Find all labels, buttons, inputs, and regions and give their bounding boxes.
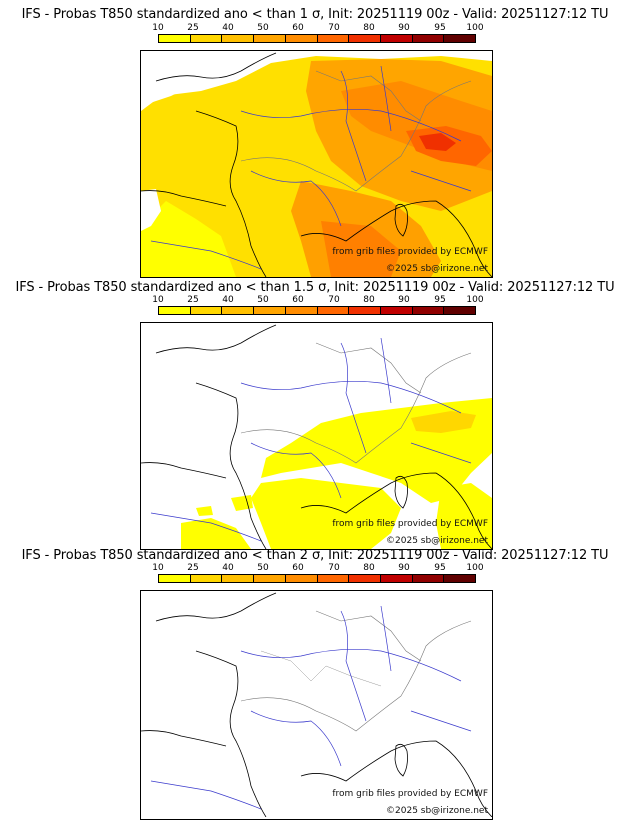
colorbar-segment (444, 307, 476, 314)
colorbar-segment (254, 575, 286, 582)
copyright-label: ©2025 sb@irizone.net (386, 264, 488, 274)
colorbar-tick: 60 (292, 23, 304, 33)
colorbar (158, 306, 476, 315)
colorbar-tick: 70 (328, 295, 340, 305)
copyright-label: ©2025 sb@irizone.net (386, 536, 488, 546)
colorbar-tick: 60 (292, 295, 304, 305)
colorbar-tick: 95 (434, 23, 446, 33)
colorbar-tick: 100 (466, 563, 484, 573)
colorbar-tick: 80 (363, 295, 375, 305)
colorbar-segment (444, 35, 476, 42)
colorbar (158, 574, 476, 583)
colorbar-tick: 10 (152, 563, 164, 573)
source-credit: from grib files provided by ECMWF (332, 789, 488, 799)
colorbar-tick: 80 (363, 563, 375, 573)
colorbar-tick: 40 (222, 295, 234, 305)
colorbar-tick: 95 (434, 295, 446, 305)
colorbar-segment (317, 35, 350, 42)
map-drawing (141, 592, 492, 817)
colorbar-tick: 60 (292, 563, 304, 573)
colorbar-segment (349, 307, 381, 314)
probability-map: from grib files provided by ECMWF ©2025 … (140, 590, 493, 820)
colorbar-ticks: 10 25 40 50 60 70 80 90 95 100 (152, 562, 483, 574)
colorbar-segment (412, 35, 445, 42)
source-credit: from grib files provided by ECMWF (332, 247, 488, 257)
source-credit: from grib files provided by ECMWF (332, 519, 488, 529)
colorbar-tick: 90 (398, 563, 410, 573)
colorbar-tick: 10 (152, 295, 164, 305)
panel-title: IFS - Probas T850 standardized ano < tha… (15, 280, 615, 295)
colorbar-ticks: 10 25 40 50 60 70 80 90 95 100 (152, 294, 483, 306)
colorbar-segment (285, 307, 318, 314)
panel-title: IFS - Probas T850 standardized ano < tha… (21, 548, 609, 563)
map-panel-3: IFS - Probas T850 standardized ano < tha… (0, 540, 630, 828)
colorbar-segment (190, 307, 223, 314)
colorbar-tick: 50 (257, 563, 269, 573)
colorbar-tick: 50 (257, 23, 269, 33)
colorbar (158, 34, 476, 43)
colorbar-segment (222, 35, 255, 42)
colorbar-segment (412, 307, 445, 314)
colorbar-tick: 70 (328, 563, 340, 573)
colorbar-segment (159, 307, 191, 314)
colorbar-segment (380, 35, 413, 42)
colorbar-segment (349, 35, 381, 42)
map-drawing (141, 324, 492, 549)
colorbar-tick: 10 (152, 23, 164, 33)
colorbar-segment (190, 35, 223, 42)
colorbar-segment (285, 35, 318, 42)
colorbar-segment (222, 307, 255, 314)
probability-map: from grib files provided by ECMWF ©2025 … (140, 322, 493, 550)
panel-title: IFS - Probas T850 standardized ano < tha… (21, 7, 609, 22)
colorbar-segment (285, 575, 318, 582)
colorbar-tick: 90 (398, 23, 410, 33)
colorbar-tick: 70 (328, 23, 340, 33)
colorbar-segment (380, 575, 413, 582)
colorbar-segment (444, 575, 476, 582)
colorbar-tick: 80 (363, 23, 375, 33)
colorbar-segment (254, 35, 286, 42)
colorbar-tick: 25 (187, 563, 199, 573)
map-panel-1: IFS - Probas T850 standardized ano < tha… (0, 0, 630, 278)
colorbar-tick: 25 (187, 295, 199, 305)
colorbar-segment (317, 575, 350, 582)
colorbar-tick: 90 (398, 295, 410, 305)
colorbar-segment (222, 575, 255, 582)
colorbar-segment (317, 307, 350, 314)
colorbar-tick: 50 (257, 295, 269, 305)
colorbar-segment (380, 307, 413, 314)
colorbar-segment (254, 307, 286, 314)
colorbar-ticks: 10 25 40 50 60 70 80 90 95 100 (152, 22, 483, 34)
map-drawing (141, 51, 492, 277)
colorbar-segment (159, 35, 191, 42)
colorbar-segment (412, 575, 445, 582)
probability-map: from grib files provided by ECMWF ©2025 … (140, 50, 493, 278)
copyright-label: ©2025 sb@irizone.net (386, 806, 488, 816)
colorbar-tick: 95 (434, 563, 446, 573)
colorbar-tick: 100 (466, 23, 484, 33)
colorbar-segment (159, 575, 191, 582)
colorbar-tick: 40 (222, 563, 234, 573)
colorbar-segment (190, 575, 223, 582)
colorbar-tick: 100 (466, 295, 484, 305)
colorbar-segment (349, 575, 381, 582)
colorbar-tick: 40 (222, 23, 234, 33)
colorbar-tick: 25 (187, 23, 199, 33)
map-panel-2: IFS - Probas T850 standardized ano < tha… (0, 272, 630, 550)
